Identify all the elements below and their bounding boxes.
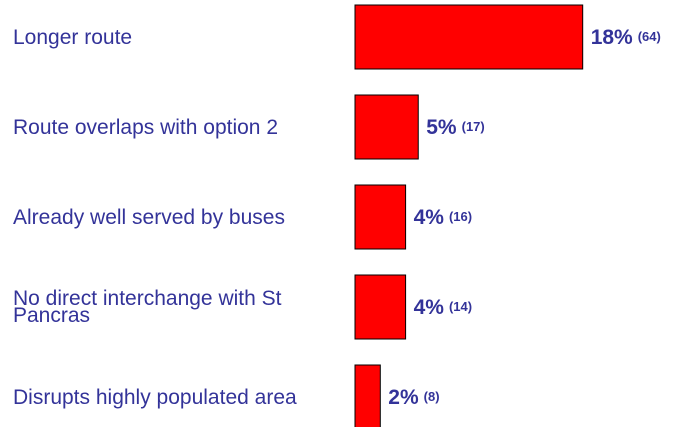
bar [354, 184, 407, 250]
bar [354, 94, 419, 160]
count-label: (8) [424, 389, 440, 404]
count-label: (64) [638, 29, 661, 44]
value-label: 2% (8) [388, 386, 439, 409]
value-label: 5% (17) [426, 116, 484, 139]
category-label: Already well served by buses [13, 205, 285, 229]
value-text: 4% [414, 206, 445, 229]
count-label: (17) [462, 119, 485, 134]
bar [354, 274, 407, 340]
value-text: 5% [426, 116, 457, 139]
bar [354, 364, 381, 427]
category-label: Longer route [13, 25, 133, 49]
value-label: 4% (16) [414, 206, 472, 229]
value-label: 4% (14) [414, 296, 472, 319]
count-label: (14) [449, 299, 472, 314]
bar [354, 4, 584, 70]
value-label: 18% (64) [591, 26, 661, 49]
value-text: 2% [388, 386, 419, 409]
category-label: No direct interchange with St Pancras [13, 287, 282, 327]
value-text: 18% [591, 26, 633, 49]
category-label: Disrupts highly populated area [13, 385, 297, 409]
category-label: Route overlaps with option 2 [13, 115, 278, 139]
value-text: 4% [414, 296, 445, 319]
count-label: (16) [449, 209, 472, 224]
